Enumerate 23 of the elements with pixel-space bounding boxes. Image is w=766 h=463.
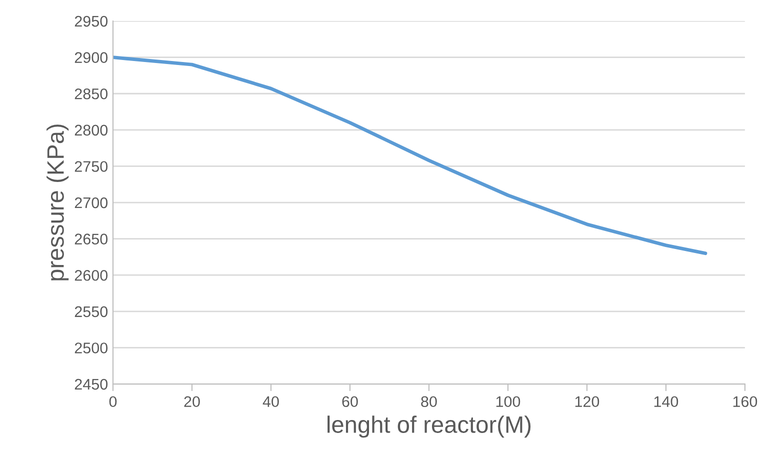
y-tick-label: 2450 [74,378,108,390]
x-tick-label: 40 [262,396,279,408]
y-tick-label: 2950 [74,16,108,27]
y-tick-label: 2750 [74,161,108,172]
x-tick-label: 120 [575,396,600,408]
line-series [112,56,708,256]
x-tick-label: 140 [654,396,678,408]
x-tick-label: 60 [342,396,358,408]
y-tick-label: 2500 [74,342,108,354]
x-tick-label: 0 [109,396,117,408]
y-tick-label: 2650 [74,234,108,244]
y-tick-label: 2850 [74,88,108,100]
y-tick-label: 2900 [74,52,108,64]
x-tick-label: 100 [496,396,520,408]
y-tick-label: 2800 [74,124,108,136]
x-tick-label: 80 [421,396,437,408]
y-axis-title: pressure (KPa) [46,124,69,280]
y-tick-label: 2550 [74,306,108,318]
x-tick-label: 20 [184,396,200,408]
y-tick-label: 2700 [74,197,108,208]
x-axis-title: lenght of reactor(M) [328,416,531,438]
y-tick-label: 2600 [74,270,108,281]
x-tick-label: 160 [733,396,758,408]
